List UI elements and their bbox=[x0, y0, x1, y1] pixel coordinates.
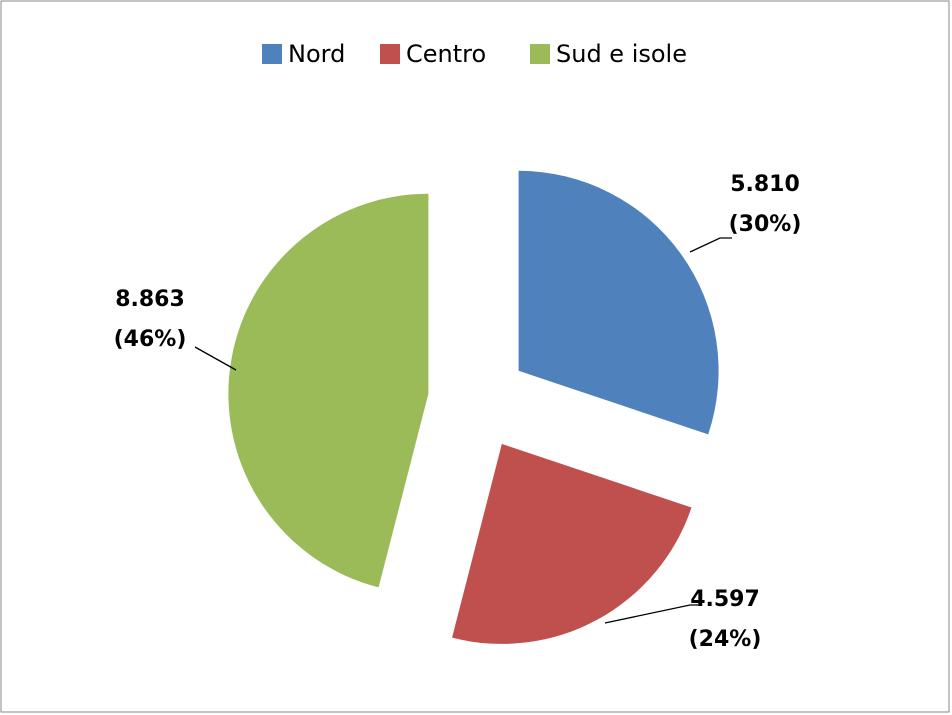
data-label: (46%) bbox=[114, 327, 187, 352]
leader-line bbox=[689, 237, 732, 253]
legend-label: Centro bbox=[406, 40, 486, 68]
data-label: (30%) bbox=[729, 212, 802, 237]
data-label: 4.597 bbox=[690, 587, 760, 612]
legend-swatch bbox=[530, 44, 550, 64]
pie-slice bbox=[518, 170, 719, 435]
leader-line bbox=[194, 346, 237, 371]
legend-label: Sud e isole bbox=[556, 40, 687, 68]
legend-label: Nord bbox=[288, 40, 345, 68]
data-label: (24%) bbox=[689, 627, 762, 652]
pie-slice bbox=[228, 193, 429, 588]
legend-swatch bbox=[380, 44, 400, 64]
data-label: 8.863 bbox=[115, 287, 185, 312]
leader-line bbox=[604, 604, 702, 624]
legend-swatch bbox=[262, 44, 282, 64]
pie-slice bbox=[452, 443, 692, 644]
data-label: 5.810 bbox=[730, 172, 800, 197]
